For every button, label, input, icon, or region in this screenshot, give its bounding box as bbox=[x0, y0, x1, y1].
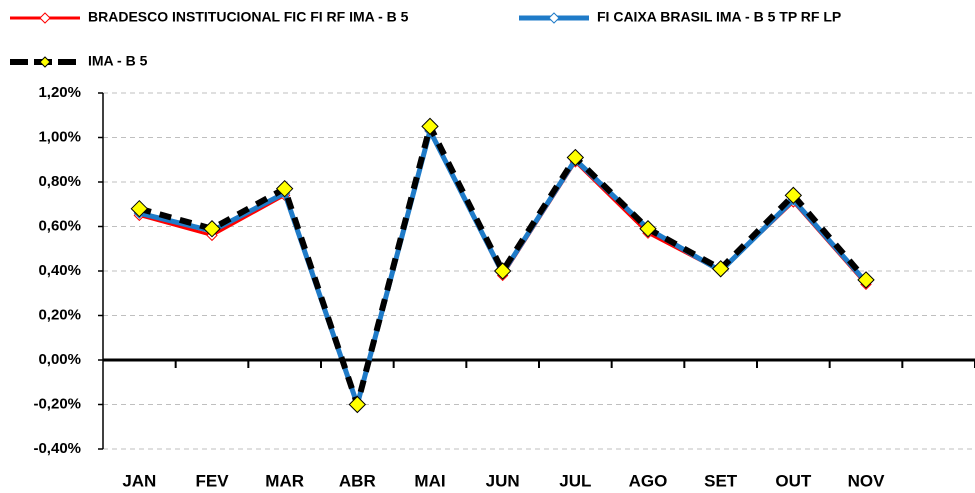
legend-label: BRADESCO INSTITUCIONAL FIC FI RF IMA - B… bbox=[88, 9, 409, 25]
marker bbox=[130, 199, 149, 218]
legend-label: IMA - B 5 bbox=[88, 53, 148, 69]
x-tick-label: ABR bbox=[339, 471, 376, 490]
x-tick-label: MAI bbox=[414, 471, 445, 490]
marker bbox=[421, 117, 439, 136]
series-line bbox=[138, 123, 869, 408]
y-tick-label: 0,00% bbox=[38, 351, 81, 368]
x-tick-label: JAN bbox=[122, 471, 156, 490]
y-tick-label: -0,40% bbox=[33, 440, 81, 457]
y-tick-label: 1,00% bbox=[38, 128, 81, 145]
legend-marker bbox=[548, 12, 560, 24]
x-tick-label: NOV bbox=[848, 471, 886, 490]
y-tick-label: -0,20% bbox=[33, 395, 81, 412]
y-tick-label: 0,40% bbox=[38, 262, 81, 279]
x-tick-label: AGO bbox=[629, 471, 668, 490]
marker bbox=[203, 220, 221, 238]
marker bbox=[784, 186, 803, 205]
y-tick-label: 1,20% bbox=[38, 84, 81, 101]
marker bbox=[566, 148, 585, 167]
legend-marker bbox=[39, 12, 51, 24]
marker bbox=[493, 262, 512, 280]
y-tick-label: 0,60% bbox=[38, 217, 81, 234]
legend-label: FI CAIXA BRASIL IMA - B 5 TP RF LP bbox=[597, 9, 841, 25]
x-tick-label: JUN bbox=[486, 471, 520, 490]
x-tick-label: FEV bbox=[195, 471, 229, 490]
x-tick-label: SET bbox=[704, 471, 738, 490]
marker bbox=[711, 260, 730, 278]
x-tick-label: JUL bbox=[559, 471, 591, 490]
marker bbox=[639, 220, 657, 238]
y-tick-label: 0,80% bbox=[38, 173, 81, 190]
marker bbox=[348, 395, 367, 414]
marker bbox=[857, 271, 875, 289]
x-tick-label: OUT bbox=[775, 471, 812, 490]
x-tick-label: MAR bbox=[265, 471, 304, 490]
y-tick-label: 0,20% bbox=[38, 306, 81, 323]
legend-marker bbox=[39, 56, 51, 68]
marker bbox=[275, 179, 294, 198]
